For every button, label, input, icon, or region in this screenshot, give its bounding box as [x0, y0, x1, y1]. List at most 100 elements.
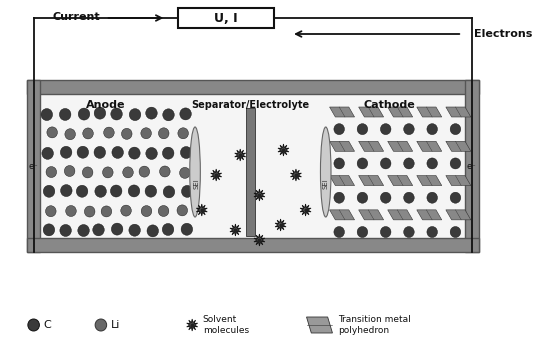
Circle shape [128, 185, 140, 197]
Text: Electrons: Electrons [474, 29, 532, 39]
Text: Anode: Anode [86, 100, 126, 110]
Polygon shape [359, 210, 384, 220]
Circle shape [94, 146, 105, 159]
Circle shape [45, 206, 56, 217]
Circle shape [64, 166, 75, 176]
Text: Current: Current [53, 12, 101, 22]
Text: Cathode: Cathode [363, 100, 415, 110]
Polygon shape [196, 204, 207, 216]
Circle shape [95, 185, 107, 197]
Text: Solvent
molecules: Solvent molecules [203, 315, 249, 335]
Circle shape [177, 205, 188, 216]
Circle shape [178, 128, 188, 139]
Circle shape [104, 127, 114, 138]
Polygon shape [388, 210, 413, 220]
Circle shape [84, 206, 95, 217]
Circle shape [180, 108, 192, 120]
Circle shape [181, 185, 193, 197]
Circle shape [427, 226, 438, 237]
Circle shape [334, 226, 345, 237]
Polygon shape [359, 107, 384, 117]
Circle shape [129, 224, 141, 236]
Circle shape [404, 192, 414, 203]
Circle shape [334, 192, 345, 203]
Circle shape [427, 124, 438, 135]
Circle shape [450, 192, 461, 203]
Polygon shape [417, 176, 442, 186]
Circle shape [450, 158, 461, 169]
Text: Li: Li [110, 320, 120, 330]
Polygon shape [300, 204, 311, 216]
Circle shape [380, 158, 391, 169]
Circle shape [111, 223, 123, 235]
Circle shape [159, 128, 169, 139]
Polygon shape [446, 210, 471, 220]
Circle shape [129, 147, 140, 159]
Circle shape [46, 167, 57, 177]
Polygon shape [417, 141, 442, 151]
Circle shape [450, 226, 461, 237]
Circle shape [65, 206, 76, 216]
Circle shape [427, 158, 438, 169]
Polygon shape [329, 141, 354, 151]
Circle shape [121, 205, 131, 216]
Circle shape [28, 319, 39, 331]
Polygon shape [359, 176, 384, 186]
Bar [27, 80, 41, 252]
Polygon shape [446, 176, 471, 186]
Circle shape [47, 127, 57, 138]
Circle shape [41, 109, 52, 121]
Circle shape [94, 107, 105, 119]
Bar [178, 8, 274, 28]
Circle shape [404, 124, 414, 135]
Circle shape [357, 158, 368, 169]
Circle shape [43, 185, 55, 197]
Polygon shape [388, 176, 413, 186]
Circle shape [427, 192, 438, 203]
Circle shape [160, 166, 170, 177]
Circle shape [162, 223, 174, 236]
Polygon shape [235, 149, 246, 161]
Circle shape [146, 147, 157, 160]
Bar [41, 94, 465, 238]
Circle shape [78, 108, 90, 120]
Circle shape [60, 109, 71, 120]
Text: SEI: SEI [193, 178, 199, 189]
Circle shape [82, 167, 93, 178]
Polygon shape [187, 319, 197, 331]
Circle shape [95, 319, 107, 331]
Circle shape [122, 128, 132, 139]
Circle shape [103, 167, 113, 178]
Circle shape [93, 224, 104, 236]
Ellipse shape [320, 127, 331, 217]
Circle shape [147, 225, 159, 237]
Circle shape [334, 124, 345, 135]
Text: e⁻: e⁻ [29, 161, 38, 171]
Circle shape [141, 206, 152, 217]
Circle shape [60, 225, 71, 236]
Circle shape [334, 158, 345, 169]
Polygon shape [417, 107, 442, 117]
Polygon shape [230, 224, 241, 236]
Polygon shape [446, 107, 471, 117]
Bar [27, 80, 478, 94]
Polygon shape [417, 210, 442, 220]
Circle shape [129, 109, 141, 121]
Polygon shape [307, 317, 333, 333]
Polygon shape [275, 219, 286, 231]
Circle shape [380, 124, 391, 135]
Bar [465, 80, 478, 252]
Circle shape [380, 226, 391, 237]
Circle shape [180, 146, 192, 159]
Circle shape [357, 226, 368, 237]
Circle shape [145, 185, 156, 197]
Text: U, I: U, I [214, 11, 237, 25]
Circle shape [42, 147, 54, 159]
Polygon shape [359, 141, 384, 151]
Circle shape [101, 206, 111, 217]
Polygon shape [446, 141, 471, 151]
Circle shape [141, 128, 151, 139]
Circle shape [162, 147, 174, 159]
Text: SEI: SEI [323, 178, 329, 189]
Polygon shape [329, 176, 354, 186]
